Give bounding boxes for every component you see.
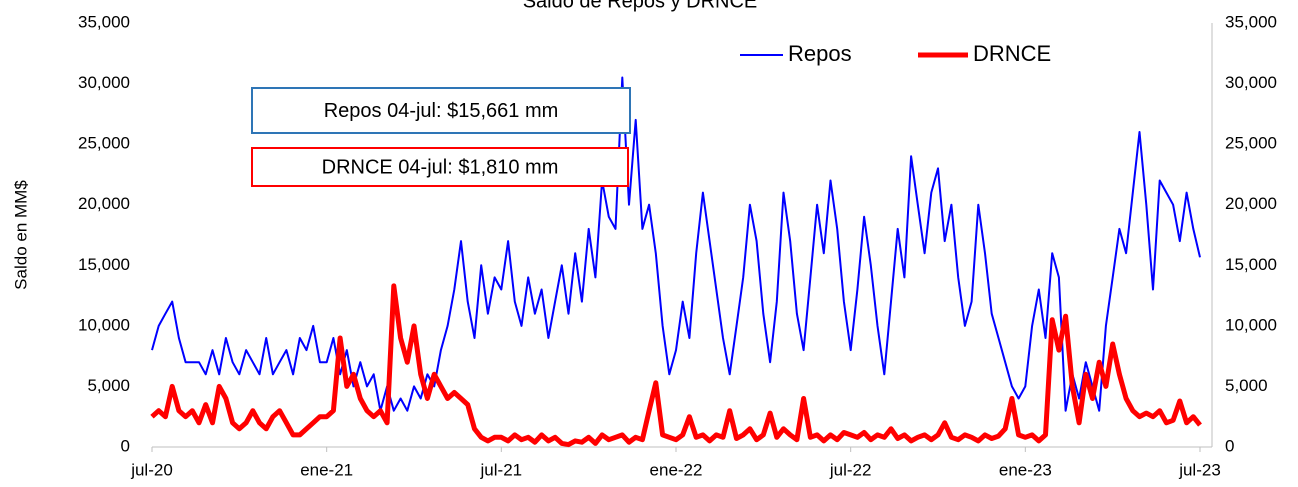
y2-tick-label: 15,000: [1225, 255, 1277, 274]
series-line: [151, 76, 1201, 412]
y2-tick-label: 20,000: [1225, 194, 1277, 213]
x-tick-label: jul-23: [1178, 460, 1221, 479]
annotation-text: DRNCE 04-jul: $1,810 mm: [322, 156, 559, 178]
y-tick-label: 20,000: [78, 194, 130, 213]
x-tick-label: ene-23: [999, 460, 1052, 479]
legend-label: DRNCE: [973, 41, 1051, 66]
y2-tick-label: 5,000: [1225, 376, 1268, 395]
y-tick-label: 25,000: [78, 134, 130, 153]
annotation-text: Repos 04-jul: $15,661 mm: [324, 100, 559, 122]
y-tick-label: 0: [121, 436, 130, 455]
x-tick-label: ene-21: [300, 460, 353, 479]
x-tick-label: jul-22: [829, 460, 872, 479]
x-tick-label: jul-21: [480, 460, 523, 479]
x-tick-label: jul-20: [130, 460, 173, 479]
series-line: [150, 283, 1202, 448]
x-tick-label: ene-22: [650, 460, 703, 479]
y-tick-label: 5,000: [87, 376, 130, 395]
y2-tick-label: 30,000: [1225, 73, 1277, 92]
y2-tick-label: 0: [1225, 436, 1234, 455]
annotation-box: [251, 87, 631, 134]
annotation-box: [251, 147, 629, 187]
y-tick-label: 35,000: [78, 12, 130, 31]
legend-label: Repos: [788, 41, 852, 66]
y-tick-label: 30,000: [78, 73, 130, 92]
y2-tick-label: 35,000: [1225, 12, 1277, 31]
y2-tick-label: 25,000: [1225, 134, 1277, 153]
chart-title: Saldo de Repos y DRNCE: [523, 0, 758, 12]
y-tick-label: 10,000: [78, 315, 130, 334]
y2-tick-label: 10,000: [1225, 315, 1277, 334]
y-axis-title: Saldo en MM$: [11, 180, 30, 290]
y-tick-label: 15,000: [78, 255, 130, 274]
